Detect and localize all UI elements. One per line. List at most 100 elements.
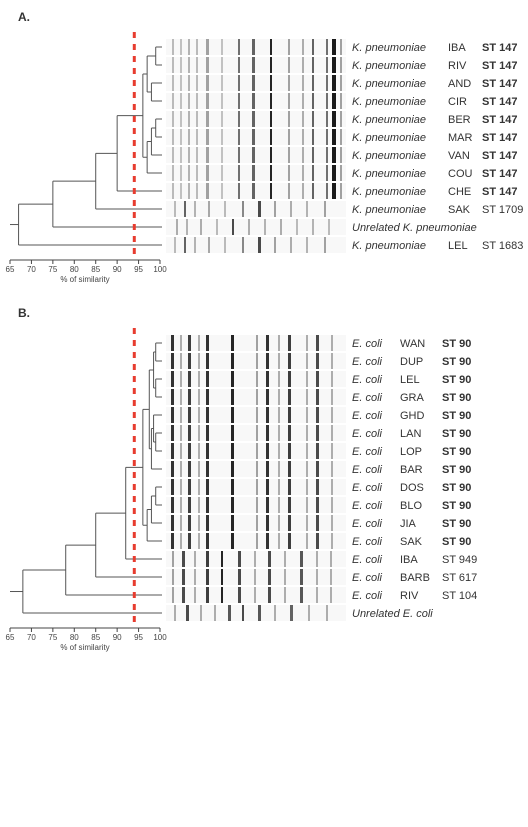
gel-band (288, 165, 290, 181)
gel-band (302, 75, 304, 91)
gel-band (252, 93, 255, 109)
gel-band (278, 371, 280, 387)
st-label: ST 1683 (482, 240, 523, 252)
gel-band (198, 461, 200, 477)
gel-band (302, 129, 304, 145)
gel-band (180, 147, 182, 163)
species-label: K. pneumoniae (352, 168, 426, 180)
species-label: E. coli (352, 536, 383, 548)
gel-band (330, 551, 332, 567)
gel-band (198, 389, 200, 405)
gel-band (252, 129, 255, 145)
gel-lane (166, 93, 346, 109)
gel-band (316, 335, 319, 351)
gel-band (180, 183, 182, 199)
species-label: K. pneumoniae (352, 60, 426, 72)
gel-band (180, 93, 182, 109)
gel-band (331, 389, 333, 405)
gel-band (316, 533, 319, 549)
gel-band (324, 237, 326, 253)
gel-band (306, 479, 308, 495)
gel-band (198, 371, 200, 387)
gel-band (332, 57, 336, 73)
gel-band (206, 335, 209, 351)
st-label: ST 147 (482, 150, 517, 162)
gel-band (340, 111, 342, 127)
gel-band (182, 569, 185, 585)
gel-band (268, 569, 271, 585)
axis-tick: 75 (48, 633, 57, 642)
gel-band (288, 371, 291, 387)
gel-band (340, 57, 342, 73)
gel-band (258, 605, 261, 621)
axis-tick: 95 (134, 633, 143, 642)
gel-band (182, 587, 185, 603)
sample-labels: K. pneumoniaeIBAST 147K. pneumoniaeRIVST… (352, 42, 523, 252)
gel-band (180, 111, 182, 127)
gel-band (221, 39, 223, 55)
gel-band (242, 605, 244, 621)
gel-band (288, 497, 291, 513)
gel-band (231, 515, 234, 531)
isolate-label: COU (448, 168, 473, 180)
gel-band (256, 443, 258, 459)
gel-lane (166, 201, 346, 217)
gel-band (196, 165, 198, 181)
gel-band (188, 407, 191, 423)
gel-band (231, 407, 234, 423)
gel-band (308, 605, 310, 621)
gel-band (332, 129, 336, 145)
gel-band (256, 515, 258, 531)
gel-band (256, 407, 258, 423)
gel-band (188, 335, 191, 351)
gel-band (326, 39, 328, 55)
gel-band (330, 587, 332, 603)
gel-band (198, 353, 200, 369)
gel-band (242, 201, 244, 217)
species-label: E. coli (352, 392, 383, 404)
gel-band (221, 551, 223, 567)
gel-band (206, 93, 209, 109)
gel-band (188, 389, 191, 405)
gel-band (288, 461, 291, 477)
gel-band (290, 237, 292, 253)
gel-band (278, 407, 280, 423)
gel-band (180, 165, 182, 181)
gel-band (302, 93, 304, 109)
gel-band (306, 515, 308, 531)
gel-band (326, 75, 328, 91)
gel-band (252, 39, 255, 55)
gel-band (312, 111, 314, 127)
gel-lane (166, 75, 346, 91)
gel-band (188, 183, 190, 199)
gel-band (180, 39, 182, 55)
gel-band (270, 75, 272, 91)
gel-band (198, 479, 200, 495)
gel-band (171, 443, 174, 459)
st-label: ST 90 (442, 464, 471, 476)
gel-band (340, 147, 342, 163)
species-label: K. pneumoniae (352, 114, 426, 126)
gel-band (331, 407, 333, 423)
gel-band (332, 93, 336, 109)
gel-band (221, 183, 223, 199)
gel-band (331, 479, 333, 495)
gel-band (188, 425, 191, 441)
sample-labels: E. coliWANST 90E. coliDUPST 90E. coliLEL… (352, 338, 477, 620)
gel-band (174, 237, 176, 253)
species-label: Unrelated K. pneumoniae (352, 222, 477, 234)
panel-b-label: B. (0, 296, 528, 320)
gel-band (176, 219, 178, 235)
gel-band (206, 533, 209, 549)
gel-band (231, 389, 234, 405)
gel-band (172, 569, 174, 585)
gel-band (274, 605, 276, 621)
gel-band (206, 425, 209, 441)
species-label: E. coli (352, 464, 383, 476)
gel-band (288, 353, 291, 369)
axis-tick: 85 (91, 633, 100, 642)
st-label: ST 1709 (482, 204, 523, 216)
gel-band (172, 129, 174, 145)
species-label: K. pneumoniae (352, 186, 426, 198)
isolate-label: BER (448, 114, 471, 126)
